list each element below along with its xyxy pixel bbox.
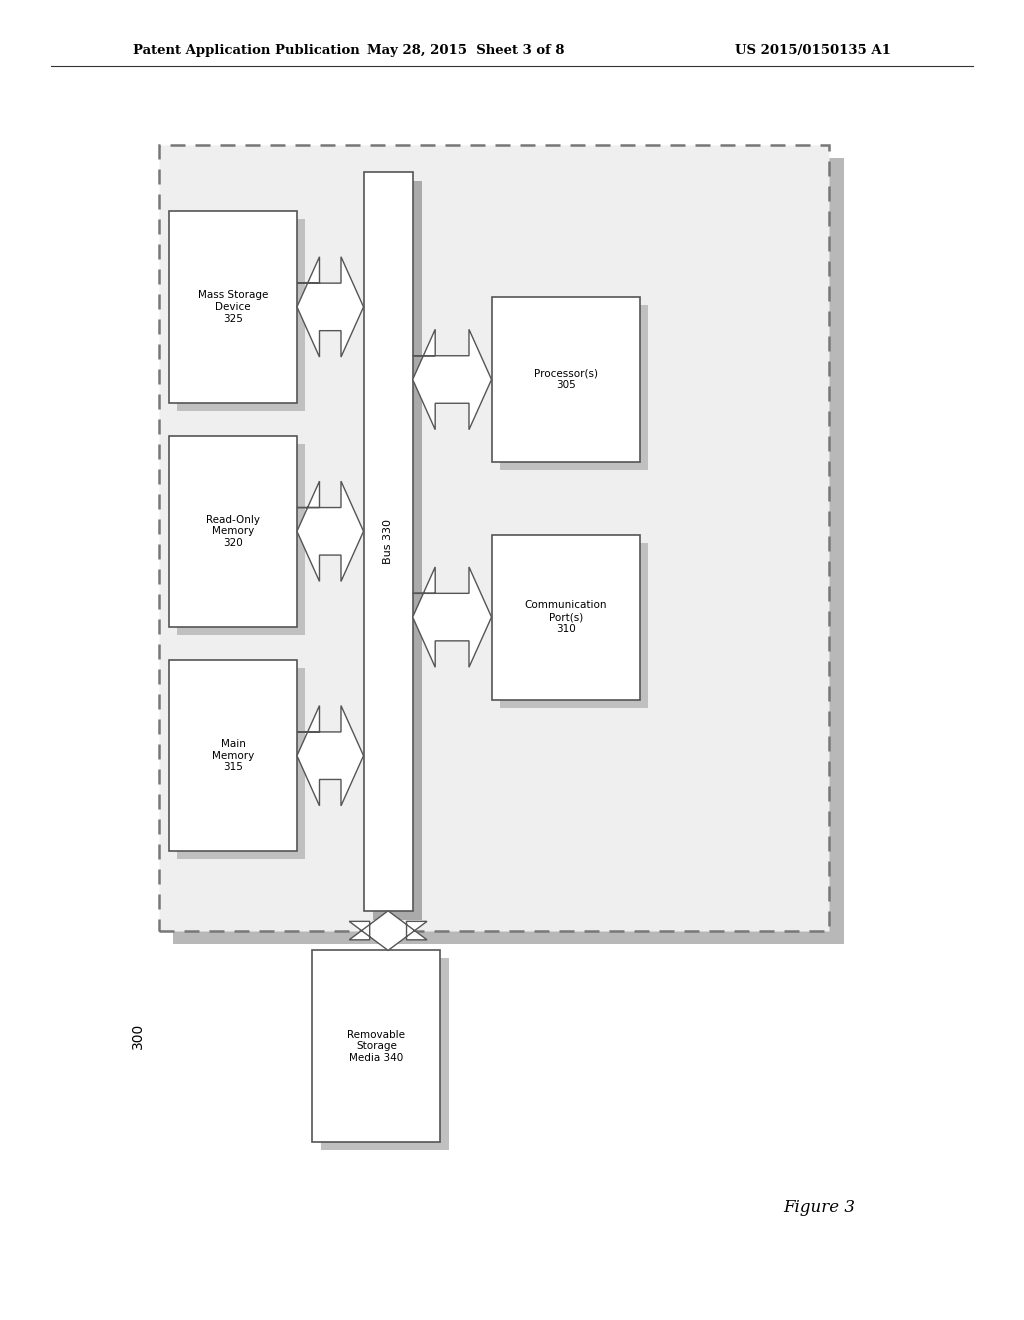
Bar: [169, 660, 297, 851]
Bar: [177, 668, 305, 859]
Bar: [169, 211, 297, 403]
Text: May 28, 2015  Sheet 3 of 8: May 28, 2015 Sheet 3 of 8: [368, 44, 564, 57]
Polygon shape: [413, 568, 492, 668]
Text: Bus 330: Bus 330: [383, 519, 393, 564]
Bar: [373, 181, 422, 920]
Bar: [364, 172, 413, 911]
Polygon shape: [413, 329, 492, 430]
Text: Patent Application Publication: Patent Application Publication: [133, 44, 359, 57]
Text: US 2015/0150135 A1: US 2015/0150135 A1: [735, 44, 891, 57]
Text: Processor(s)
305: Processor(s) 305: [534, 368, 598, 391]
Text: 300: 300: [131, 1023, 145, 1049]
Bar: [500, 543, 648, 708]
Polygon shape: [349, 911, 427, 950]
Bar: [177, 219, 305, 411]
Polygon shape: [297, 480, 364, 581]
Bar: [169, 436, 297, 627]
Text: Communication
Port(s)
310: Communication Port(s) 310: [524, 601, 607, 634]
Polygon shape: [297, 256, 364, 358]
Text: Read-Only
Memory
320: Read-Only Memory 320: [206, 515, 260, 548]
Text: Removable
Storage
Media 340: Removable Storage Media 340: [347, 1030, 406, 1063]
Bar: [321, 958, 449, 1150]
Bar: [177, 444, 305, 635]
Bar: [312, 950, 440, 1142]
Bar: [173, 158, 844, 944]
Bar: [492, 297, 640, 462]
Text: Main
Memory
315: Main Memory 315: [212, 739, 254, 772]
Polygon shape: [297, 706, 364, 805]
Bar: [159, 145, 829, 931]
Text: Figure 3: Figure 3: [783, 1200, 855, 1216]
Bar: [492, 535, 640, 700]
Text: Mass Storage
Device
325: Mass Storage Device 325: [198, 290, 268, 323]
Bar: [500, 305, 648, 470]
